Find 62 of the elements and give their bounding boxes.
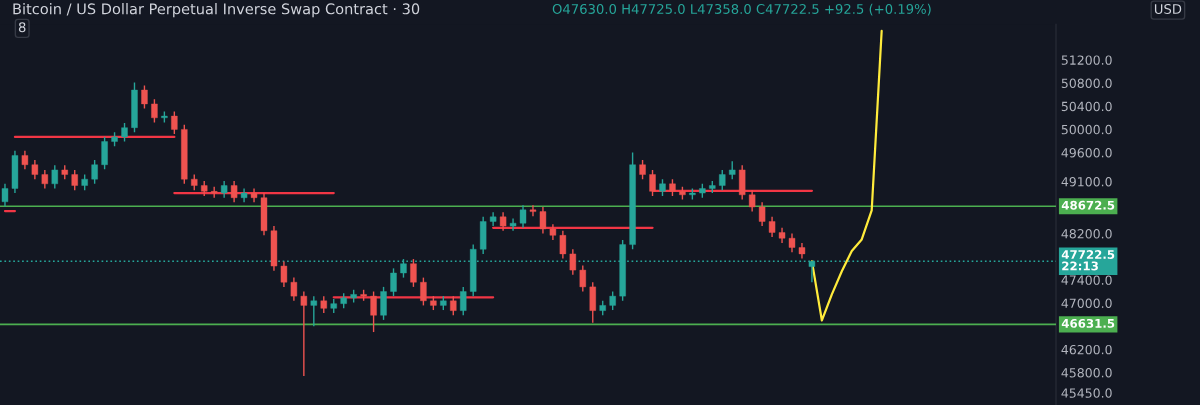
y-tick-label: 49100.0	[1061, 176, 1112, 187]
candlestick	[788, 232, 796, 253]
y-tick-label: 46200.0	[1061, 344, 1112, 355]
ref-line-label: 48672.5	[1061, 200, 1115, 210]
y-tick-label: 49600.0	[1061, 148, 1112, 158]
candlestick	[460, 286, 467, 316]
candlestick	[310, 295, 318, 327]
candlestick	[380, 286, 387, 321]
candlestick	[300, 290, 308, 377]
candlestick	[51, 164, 58, 190]
candlestick	[410, 258, 417, 288]
y-tick-label: 50000.0	[1061, 124, 1112, 135]
candlestick	[101, 136, 108, 171]
candlestick	[151, 98, 158, 124]
candlestick	[529, 204, 537, 217]
candlestick	[569, 248, 577, 276]
y-tick-label: 50800.0	[1061, 78, 1112, 88]
candlestick	[210, 186, 218, 199]
candlestick	[420, 276, 427, 307]
y-tick-label: 47000.0	[1061, 298, 1112, 309]
candlestick	[31, 159, 39, 180]
candlestick	[609, 290, 616, 311]
candlestick	[758, 201, 766, 227]
annotation: 8	[18, 22, 26, 33]
candlestick	[719, 169, 726, 191]
ref-line-label: 46631.5	[1061, 318, 1115, 328]
line-series	[810, 29, 883, 322]
candlestick	[1, 183, 9, 208]
candlestick	[509, 217, 517, 232]
ref-line-label: 47722.5 22:13	[1061, 250, 1115, 271]
candlestick	[559, 230, 567, 260]
candlestick	[519, 204, 527, 229]
candlestick	[370, 290, 377, 333]
candlestick	[230, 180, 238, 204]
candlestick	[748, 189, 756, 213]
candlestick	[141, 84, 148, 110]
candlestick	[539, 206, 547, 235]
candlestick	[121, 122, 128, 143]
y-tick-label: 48200.0	[1061, 229, 1112, 239]
candlestick	[91, 159, 98, 185]
candlestick	[499, 211, 507, 232]
chart-title: Bitcoin / US Dollar Perpetual Inverse Swap Contract · 30	[13, 3, 420, 18]
candlestick	[649, 169, 656, 197]
candlestick	[41, 169, 49, 190]
candlestick	[390, 267, 397, 297]
candlestick	[171, 110, 178, 135]
y-tick-label: 45450.0	[1061, 388, 1112, 398]
y-tick-label: 50400.0	[1061, 101, 1112, 112]
candlestick	[71, 169, 78, 191]
candlestick	[579, 264, 586, 293]
candlestick	[639, 159, 646, 180]
candlestick	[589, 281, 596, 324]
candlestick	[280, 260, 288, 288]
y-tick-label: 47400.0	[1061, 275, 1112, 285]
y-tick-label: 51200.0	[1061, 55, 1112, 65]
candlestick	[21, 150, 29, 171]
text: O47630.0 H47725.0 L47358.0 C47722.5 +92.5 (+0.19%)	[552, 3, 931, 16]
candlestick	[450, 295, 457, 316]
text: USD	[1154, 3, 1182, 14]
candlestick	[290, 276, 298, 302]
y-tick-label: 45800.0	[1061, 368, 1112, 378]
candlestick	[768, 216, 776, 238]
